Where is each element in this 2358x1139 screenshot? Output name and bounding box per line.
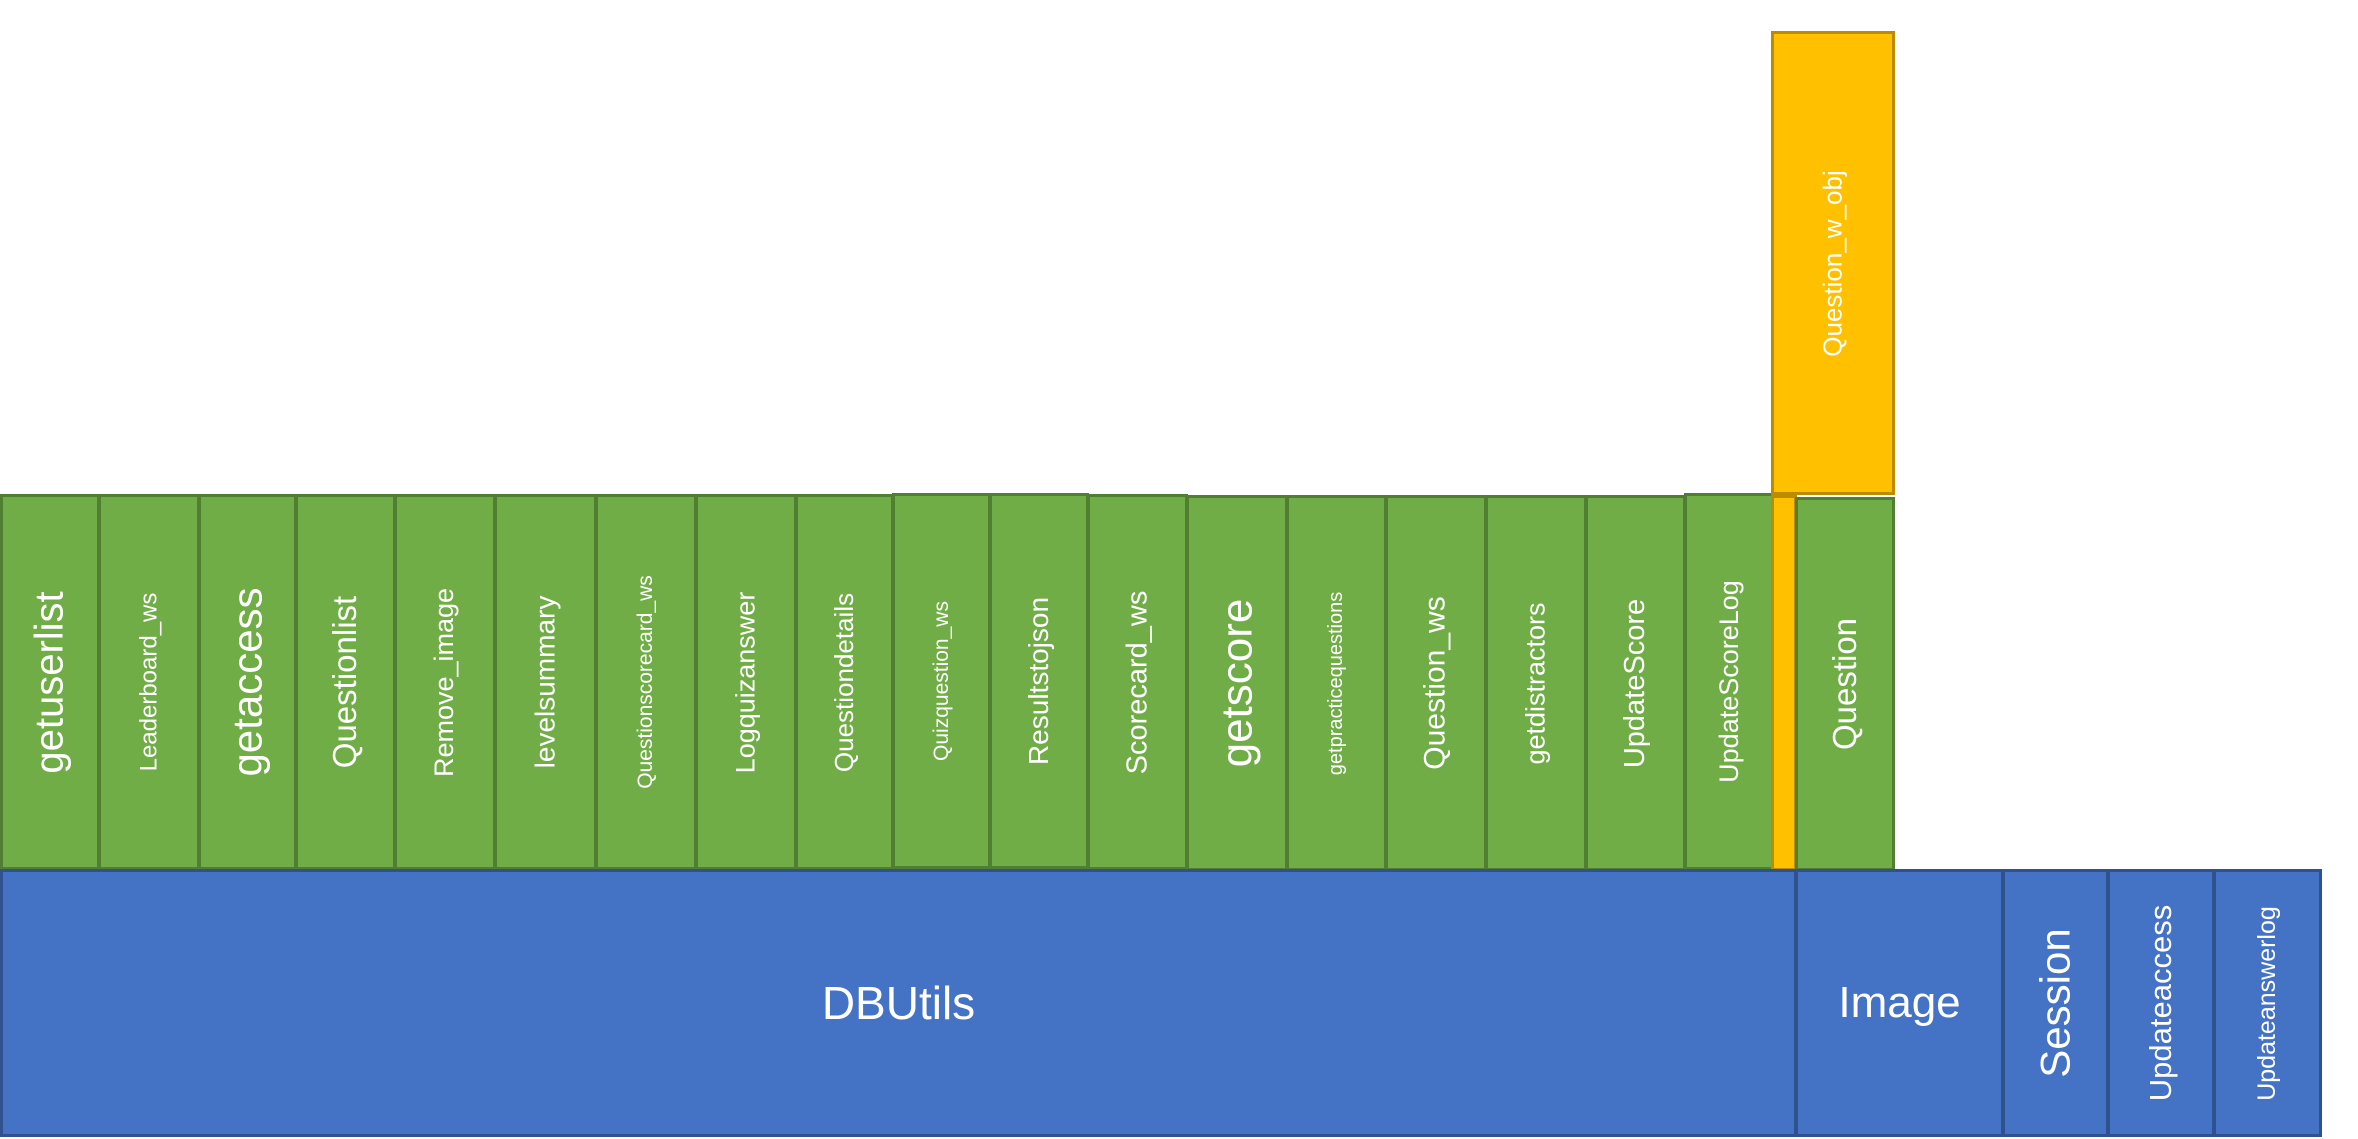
- module-label: UpdateScoreLog: [1714, 580, 1744, 783]
- module-label: Remove_image: [429, 587, 460, 777]
- question-w-obj-connector: [1771, 495, 1797, 871]
- base-label: Session: [2031, 928, 2079, 1078]
- module-getscore: getscore: [1186, 495, 1288, 871]
- module-label: Questionlist: [326, 595, 364, 769]
- base-dbutils: DBUtils: [0, 869, 1797, 1137]
- module-label: Quizquestion_ws: [929, 601, 953, 761]
- module-getuserlist: getuserlist: [0, 494, 100, 870]
- module-label: getscore: [1212, 598, 1262, 768]
- module-label: Leaderboard_ws: [135, 592, 163, 772]
- module-questiondetails: Questiondetails: [795, 494, 894, 870]
- base-label: Image: [1838, 978, 1961, 1027]
- module-label: getuserlist: [27, 590, 72, 774]
- module-question-w-obj: Question_w_obj: [1771, 31, 1895, 495]
- module-logquizanswer: Logquizanswer: [695, 494, 797, 870]
- module-scorecard-ws: Scorecard_ws: [1087, 494, 1188, 870]
- base-updateaccess: Updateaccess: [2107, 869, 2215, 1137]
- module-questionlist: Questionlist: [295, 494, 396, 870]
- module-label: getpracticequestions: [1325, 591, 1348, 775]
- module-question-ws: Question_ws: [1385, 495, 1487, 871]
- module-label: Questiondetails: [829, 592, 860, 772]
- module-remove-image: Remove_image: [394, 494, 496, 870]
- module-updatescore: UpdateScore: [1585, 495, 1686, 871]
- module-resultstojson: Resultstojson: [989, 493, 1089, 869]
- module-label: Questionscorecard_ws: [634, 575, 658, 789]
- module-label: Question: [1826, 617, 1863, 751]
- module-label: UpdateScore: [1619, 598, 1651, 768]
- base-label: Updateanswerlog: [2253, 905, 2282, 1101]
- module-question: Question: [1795, 497, 1895, 871]
- base-session: Session: [2002, 869, 2109, 1137]
- module-label: getdistractors: [1520, 601, 1551, 765]
- module-label: Logquizanswer: [730, 591, 761, 773]
- module-label: Scorecard_ws: [1121, 590, 1153, 774]
- module-getaccess: getaccess: [198, 494, 297, 870]
- base-label: Updateaccess: [2143, 904, 2179, 1102]
- module-updatescorelog: UpdateScoreLog: [1684, 493, 1775, 870]
- module-label: levelsummary: [529, 595, 561, 769]
- base-image: Image: [1795, 869, 2004, 1137]
- module-label: getaccess: [223, 587, 271, 777]
- module-questionscorecard-ws: Questionscorecard_ws: [595, 494, 697, 870]
- module-quizquestion-ws: Quizquestion_ws: [892, 493, 991, 869]
- module-label: Question_w_obj: [1817, 169, 1848, 357]
- module-getpracticequestions: getpracticequestions: [1286, 495, 1387, 871]
- base-label: DBUtils: [821, 977, 976, 1029]
- module-levelsummary: levelsummary: [494, 494, 597, 870]
- module-getdistractors: getdistractors: [1485, 495, 1587, 871]
- module-leaderboard-ws: Leaderboard_ws: [98, 494, 200, 870]
- base-updateanswerlog: Updateanswerlog: [2213, 869, 2322, 1137]
- module-label: Resultstojson: [1023, 596, 1054, 766]
- module-label: Question_ws: [1419, 596, 1452, 770]
